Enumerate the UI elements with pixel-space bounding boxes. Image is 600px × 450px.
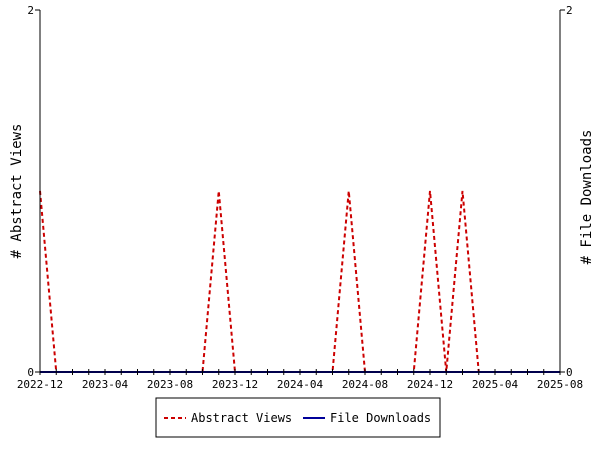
y-tick-label-left: 0 <box>27 366 34 379</box>
y-tick-label-left: 2 <box>27 4 34 17</box>
x-tick-label: 2023-12 <box>212 378 258 391</box>
x-tick-label: 2024-04 <box>277 378 324 391</box>
x-tick-label: 2024-08 <box>342 378 388 391</box>
axes: 2022-12 2023-04 2023-08 2023-12 2024-04 2024-… <box>17 4 583 391</box>
x-tick-label: 2023-04 <box>82 378 129 391</box>
legend-label-file-downloads: File Downloads <box>330 411 431 425</box>
y-tick-label-right: 0 <box>566 366 573 379</box>
x-tick-label: 2025-08 <box>537 378 583 391</box>
x-tick-label: 2022-12 <box>17 378 63 391</box>
x-tick-label: 2023-08 <box>147 378 193 391</box>
legend-box <box>155 397 441 438</box>
y-tick-label-right: 2 <box>566 4 573 17</box>
legend: Abstract Views File Downloads <box>155 397 441 438</box>
x-tick-label: 2025-04 <box>472 378 519 391</box>
y-axis-right-title: # File Downloads <box>579 130 595 265</box>
x-tick-label: 2024-12 <box>407 378 453 391</box>
legend-label-abstract-views: Abstract Views <box>191 411 292 425</box>
y-axis-left-title: # Abstract Views <box>9 124 25 259</box>
